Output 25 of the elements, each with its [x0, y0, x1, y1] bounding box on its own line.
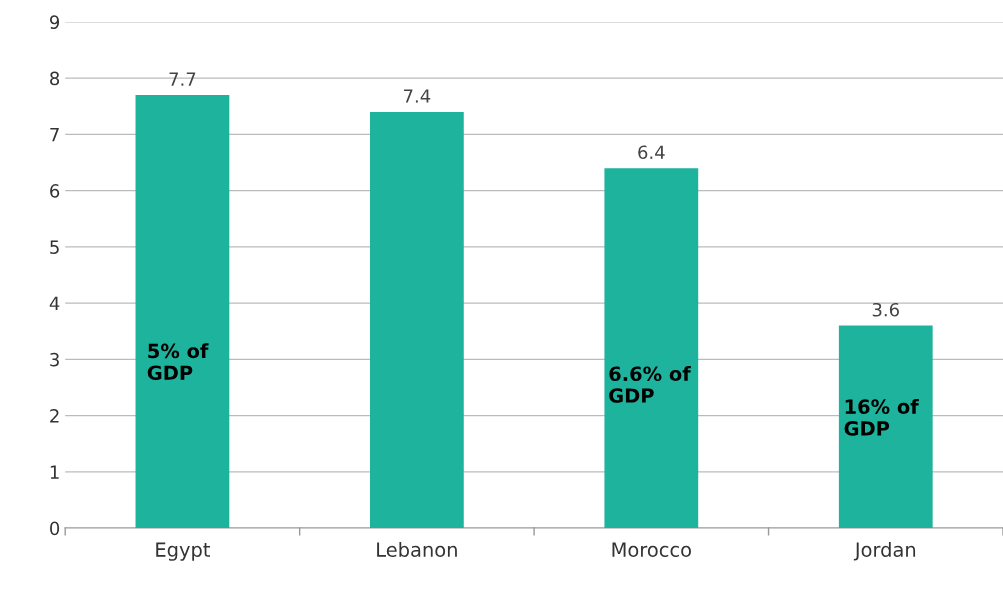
y-tick-label: 7 — [50, 128, 59, 142]
bar — [838, 325, 933, 529]
bar — [135, 95, 230, 529]
annotation: 5% of GDP — [147, 343, 209, 381]
data-label: 7.4 — [404, 89, 431, 103]
bar — [604, 168, 699, 529]
x-tick-label: Jordan — [853, 541, 916, 561]
bar — [369, 111, 464, 529]
annotation: 16% of GDP — [844, 398, 919, 436]
x-tick-label: Morocco — [612, 542, 691, 557]
annotation: 6.6% of GDP — [609, 366, 691, 403]
y-tick-label: 6 — [50, 184, 60, 198]
data-label: 6.4 — [638, 145, 665, 160]
y-tick-label: 8 — [50, 71, 60, 86]
y-tick-label: 4 — [49, 296, 60, 310]
y-tick-label: 1 — [50, 465, 59, 479]
y-tick-label: 0 — [50, 521, 60, 536]
x-tick-label: Egypt — [156, 542, 210, 561]
y-tick-label: 2 — [50, 409, 59, 423]
data-label: 7.7 — [169, 72, 196, 86]
x-tick-label: Lebanon — [377, 541, 457, 557]
y-tick-label: 5 — [50, 240, 59, 254]
data-label: 3.6 — [872, 302, 899, 317]
y-tick-label: 3 — [50, 352, 59, 367]
y-tick-label: 9 — [49, 15, 60, 30]
